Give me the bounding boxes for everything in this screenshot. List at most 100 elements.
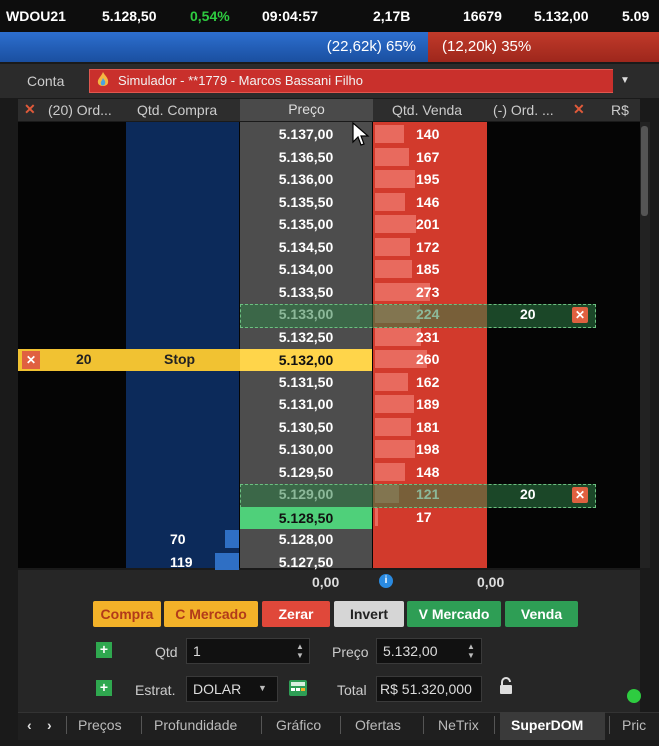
sell-qty-cell[interactable]: 195 [373, 168, 487, 190]
account-select[interactable]: Simulador - **1779 - Marcos Bassani Filh… [89, 69, 637, 93]
price-label: Preço [332, 644, 369, 660]
chevron-right-icon[interactable]: › [47, 717, 52, 733]
scrollbar-thumb[interactable] [641, 126, 648, 216]
header-sell-qty[interactable]: Qtd. Venda [392, 102, 463, 118]
sell-qty-cell[interactable]: 148 [373, 461, 487, 483]
cancel-order-icon[interactable]: ✕ [572, 487, 588, 503]
account-label: Conta [27, 73, 65, 89]
sell-button[interactable]: Venda [505, 601, 578, 627]
price-level[interactable]: 5.130,00 [278, 441, 334, 457]
sell-qty-value: 172 [416, 239, 440, 255]
price-level[interactable]: 5.137,00 [278, 126, 334, 142]
price-level[interactable]: 5.133,50 [278, 284, 334, 300]
chevron-down-icon[interactable]: ▼ [613, 69, 637, 93]
sell-qty-value: 273 [416, 284, 440, 300]
sell-qty-cell[interactable]: 146 [373, 191, 487, 213]
pending-order-row[interactable] [240, 484, 596, 508]
header-sell-orders[interactable]: (-) Ord. ... [493, 102, 554, 118]
price-level[interactable]: 5.136,50 [278, 149, 334, 165]
tab-grafico[interactable]: Gráfico [276, 717, 322, 733]
sell-qty-cell[interactable]: 17 [373, 506, 487, 528]
sell-qty-cell[interactable]: 231 [373, 326, 487, 348]
qty-stepper-icon[interactable]: ▲ ▼ [296, 642, 304, 660]
header-price[interactable]: Preço [240, 99, 373, 121]
price-level[interactable]: 5.128,00 [278, 531, 334, 547]
price-level[interactable]: 5.135,50 [278, 194, 334, 210]
ticker-price3: 5.09 [622, 8, 650, 24]
sell-qty-cell[interactable]: 189 [373, 393, 487, 415]
close-icon[interactable]: ✕ [573, 101, 585, 117]
sell-qty-value: 148 [416, 464, 440, 480]
chevron-down-icon[interactable]: ▼ [258, 683, 267, 693]
sell-qty-value: 231 [416, 329, 440, 345]
tab-netrix[interactable]: NeTrix [438, 717, 479, 733]
sell-depth-bar [375, 238, 410, 256]
pending-order-row[interactable] [240, 304, 596, 328]
sell-qty-cell[interactable]: 201 [373, 213, 487, 235]
header-currency[interactable]: R$ [611, 102, 629, 118]
sell-depth-bar [375, 193, 405, 211]
price-level[interactable]: 5.131,00 [278, 396, 334, 412]
tab-profundidade[interactable]: Profundidade [154, 717, 238, 733]
tab-pric[interactable]: Pric [622, 717, 647, 733]
strategy-select[interactable]: DOLAR [186, 676, 278, 702]
price-level[interactable]: 5.134,50 [278, 239, 334, 255]
price-level[interactable]: 5.134,00 [278, 261, 334, 277]
stop-price-cell[interactable]: 5.132,00 [240, 349, 372, 371]
sell-qty-value: 198 [416, 441, 440, 457]
buy-qty-value: 70 [170, 531, 186, 547]
tab-precos[interactable]: Preços [78, 717, 122, 733]
buy-button[interactable]: Compra [93, 601, 161, 627]
close-icon[interactable]: ✕ [24, 101, 36, 117]
invert-button[interactable]: Invert [334, 601, 404, 627]
sell-depth-bar [375, 508, 378, 526]
sell-sentiment-bar: (12,20k) 35% [428, 32, 659, 62]
chevron-left-icon[interactable]: ‹ [27, 717, 32, 733]
sell-qty-cell[interactable]: 185 [373, 258, 487, 280]
sell-qty-value: 140 [416, 126, 440, 142]
mouse-cursor-icon [352, 122, 370, 146]
price-level[interactable]: 5.132,50 [278, 329, 334, 345]
sell-qty-cell[interactable]: 260 [373, 348, 487, 370]
sell-qty-cell[interactable]: 198 [373, 438, 487, 460]
buy-depth-bar [225, 530, 239, 548]
sell-market-button[interactable]: V Mercado [407, 601, 501, 627]
add-strategy-icon[interactable]: + [96, 680, 112, 696]
tab-ofertas[interactable]: Ofertas [355, 717, 401, 733]
price-level[interactable]: 5.130,50 [278, 419, 334, 435]
header-buy-orders[interactable]: (20) Ord... [48, 102, 112, 118]
price-level[interactable]: 5.127,50 [278, 554, 334, 570]
sell-qty-cell[interactable]: 181 [373, 416, 487, 438]
sell-qty-cell[interactable]: 167 [373, 146, 487, 168]
sell-qty-cell[interactable]: 140 [373, 123, 487, 145]
zero-position-button[interactable]: Zerar [262, 601, 330, 627]
cancel-order-icon[interactable]: ✕ [572, 307, 588, 323]
buy-market-button[interactable]: C Mercado [164, 601, 258, 627]
price-level[interactable]: 5.131,50 [278, 374, 334, 390]
lock-icon[interactable] [497, 676, 515, 696]
header-buy-qty[interactable]: Qtd. Compra [137, 102, 218, 118]
cancel-stop-icon[interactable]: ✕ [22, 351, 40, 369]
price-level[interactable]: 5.135,00 [278, 216, 334, 232]
last-price-cell[interactable]: 5.128,50 [240, 507, 372, 529]
price-level[interactable]: 5.129,50 [278, 464, 334, 480]
ladder-scrollbar[interactable] [640, 122, 650, 568]
buy-qty-cell[interactable]: 70 [126, 528, 239, 550]
add-icon[interactable]: + [96, 642, 112, 658]
qty-input[interactable]: 1 [186, 638, 310, 664]
buy-qty-cell[interactable]: 119 [126, 551, 239, 573]
price-level[interactable]: 5.136,00 [278, 171, 334, 187]
buy-depth-bar [215, 553, 239, 571]
info-icon[interactable]: i [379, 574, 393, 588]
sell-qty-value: 201 [416, 216, 440, 232]
sell-depth-bar [375, 395, 414, 413]
price-input[interactable]: 5.132,00 [376, 638, 482, 664]
sell-qty-cell[interactable]: 172 [373, 236, 487, 258]
sell-qty-cell[interactable]: 273 [373, 281, 487, 303]
sell-depth-bar [375, 125, 404, 143]
ticker-symbol[interactable]: WDOU21 [6, 8, 66, 24]
calculator-icon[interactable] [288, 679, 308, 697]
sell-qty-cell[interactable]: 162 [373, 371, 487, 393]
tab-superdom[interactable]: SuperDOM [511, 717, 584, 733]
price-stepper-icon[interactable]: ▲ ▼ [467, 642, 475, 660]
